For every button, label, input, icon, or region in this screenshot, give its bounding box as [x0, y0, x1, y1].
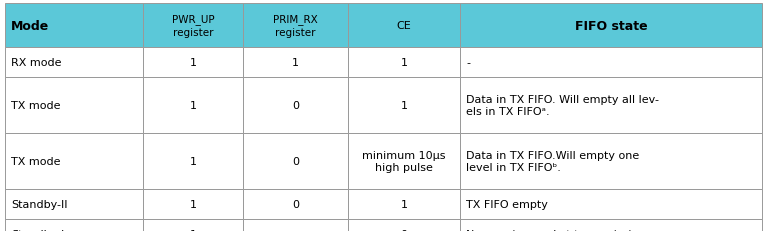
Bar	[5, 134, 143, 189]
Bar	[460, 189, 762, 219]
Bar	[5, 4, 143, 48]
Text: minimum 10μs
high pulse: minimum 10μs high pulse	[362, 150, 446, 173]
Bar	[143, 189, 243, 219]
Text: 1: 1	[189, 156, 196, 166]
Text: TX mode: TX mode	[11, 156, 61, 166]
Bar	[348, 219, 460, 231]
Text: RX mode: RX mode	[11, 58, 61, 68]
Bar	[243, 48, 348, 78]
Bar	[348, 4, 460, 48]
Bar	[460, 134, 762, 189]
Text: -: -	[294, 229, 298, 231]
Text: 1: 1	[292, 58, 299, 68]
Text: PWR_UP
register: PWR_UP register	[172, 14, 214, 37]
Bar	[460, 48, 762, 78]
Bar	[5, 78, 143, 134]
Bar	[143, 78, 243, 134]
Bar	[243, 4, 348, 48]
Bar	[143, 4, 243, 48]
Text: TX FIFO empty: TX FIFO empty	[466, 199, 548, 209]
Bar	[143, 219, 243, 231]
Bar	[348, 48, 460, 78]
Bar	[348, 78, 460, 134]
Bar	[243, 78, 348, 134]
Bar	[460, 219, 762, 231]
Bar	[243, 134, 348, 189]
Text: Data in TX FIFO.Will empty one
level in TX FIFOᵇ.: Data in TX FIFO.Will empty one level in …	[466, 150, 639, 173]
Text: PRIM_RX
register: PRIM_RX register	[273, 14, 318, 37]
Text: Data in TX FIFO. Will empty all lev-
els in TX FIFOᵃ.: Data in TX FIFO. Will empty all lev- els…	[466, 94, 659, 117]
Bar	[348, 189, 460, 219]
Text: TX mode: TX mode	[11, 100, 61, 110]
Bar	[5, 189, 143, 219]
Bar	[143, 48, 243, 78]
Bar	[348, 134, 460, 189]
Text: 1: 1	[400, 199, 407, 209]
Bar	[243, 189, 348, 219]
Text: Standby-I: Standby-I	[11, 229, 64, 231]
Bar	[143, 134, 243, 189]
Bar	[460, 4, 762, 48]
Text: CE: CE	[397, 21, 411, 31]
Text: -: -	[466, 58, 470, 68]
Text: Standby-II: Standby-II	[11, 199, 67, 209]
Text: 1: 1	[189, 199, 196, 209]
Text: 0: 0	[400, 229, 407, 231]
Text: 1: 1	[400, 100, 407, 110]
Text: FIFO state: FIFO state	[574, 19, 647, 32]
Text: Mode: Mode	[11, 19, 49, 32]
Bar	[5, 219, 143, 231]
Bar	[5, 48, 143, 78]
Text: 1: 1	[400, 58, 407, 68]
Bar	[460, 78, 762, 134]
Text: 1: 1	[189, 229, 196, 231]
Bar	[243, 219, 348, 231]
Text: 1: 1	[189, 58, 196, 68]
Text: 1: 1	[189, 100, 196, 110]
Text: No ongoing packet transmission: No ongoing packet transmission	[466, 229, 645, 231]
Text: 0: 0	[292, 156, 299, 166]
Text: 0: 0	[292, 199, 299, 209]
Text: 0: 0	[292, 100, 299, 110]
